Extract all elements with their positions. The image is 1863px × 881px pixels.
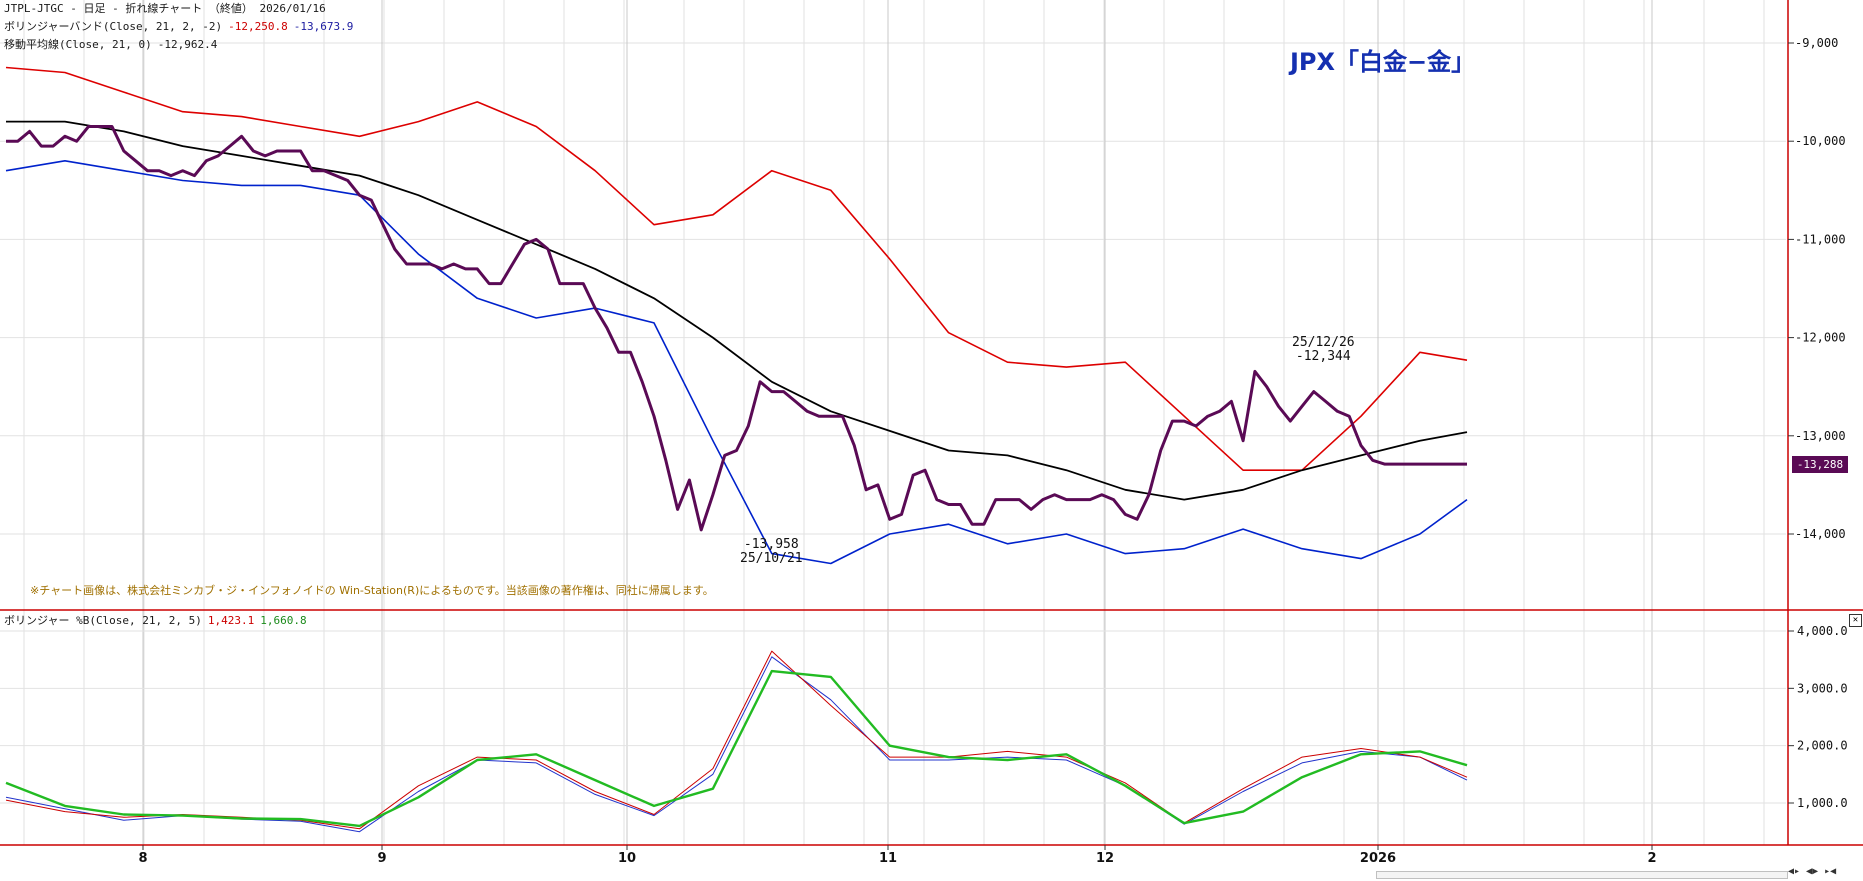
x-tick-label: 9 bbox=[377, 851, 386, 866]
y-tick-label: -11,000 bbox=[1795, 232, 1846, 246]
low-annotation: -13,958 25/10/21 bbox=[740, 538, 803, 566]
y-tick-label: 1,000.0 bbox=[1797, 796, 1848, 810]
header-line-3: 移動平均線(Close, 21, 0) -12,962.4 bbox=[4, 38, 223, 51]
y-tick-label: 4,000.0 bbox=[1797, 624, 1848, 638]
header-line-1: JTPL-JTGC - 日足 - 折れ線チャート （終値） 2026/01/16 bbox=[4, 2, 332, 15]
y-tick-label: 3,000.0 bbox=[1797, 681, 1848, 695]
sub-header: ボリンジャー %B(Close, 21, 2, 5) 1,423.1 1,660.8 bbox=[4, 614, 313, 627]
y-tick-label: 2,000.0 bbox=[1797, 739, 1848, 753]
zoom-controls[interactable]: ◀▸ ◀▶ ▸◀ bbox=[1788, 866, 1837, 877]
close-icon[interactable]: ✕ bbox=[1849, 614, 1862, 627]
y-tick-label: -9,000 bbox=[1795, 36, 1838, 50]
sub-series bbox=[5, 650, 1468, 833]
x-tick-label: 11 bbox=[879, 851, 897, 866]
header-line-2: ボリンジャーバンド(Close, 21, 2, -2) -12,250.8 -13,… bbox=[4, 20, 359, 33]
x-tick-label: 10 bbox=[618, 851, 636, 866]
main-series bbox=[5, 66, 1468, 565]
pctb-value-1: 1,423.1 bbox=[207, 614, 255, 627]
y-tick-label: -14,000 bbox=[1795, 527, 1846, 541]
moving_average-line bbox=[6, 120, 1468, 501]
pctb_slow-line bbox=[5, 669, 1468, 828]
pctb-value-2: 1,660.8 bbox=[260, 614, 307, 627]
bollinger-lower-value: -13,673.9 bbox=[293, 20, 354, 33]
bollinger-upper-value: -12,250.8 bbox=[228, 20, 288, 33]
chart-title: JPX「白金−金」 bbox=[1290, 48, 1476, 76]
high-annotation-date: 25/12/26 bbox=[1292, 335, 1355, 350]
x-tick-label: 2026 bbox=[1360, 851, 1396, 866]
price-line bbox=[6, 125, 1467, 532]
pctb-label: ボリンジャー %B(Close, 21, 2, 5) bbox=[4, 614, 202, 627]
copyright-notice: ※チャート画像は、株式会社ミンカブ・ジ・インフォノイドの Win-Station… bbox=[30, 584, 714, 597]
x-tick-label: 8 bbox=[138, 851, 147, 866]
last-value-tag: -13,288 bbox=[1792, 456, 1848, 474]
upper_band-line bbox=[5, 66, 1468, 472]
x-tick-label: 2 bbox=[1647, 851, 1656, 866]
y-tick-label: -13,000 bbox=[1795, 429, 1846, 443]
low-annotation-value: -13,958 bbox=[743, 537, 799, 552]
lower_band-line bbox=[5, 160, 1468, 565]
high-annotation: 25/12/26 -12,344 bbox=[1292, 336, 1355, 364]
y-tick-label: -10,000 bbox=[1795, 134, 1846, 148]
main-grid bbox=[0, 0, 1786, 845]
moving-average-label: 移動平均線(Close, 21, 0) bbox=[4, 38, 152, 51]
moving-average-value: -12,962.4 bbox=[157, 38, 218, 51]
high-annotation-value: -12,344 bbox=[1295, 349, 1351, 364]
sub-grid bbox=[0, 630, 1786, 804]
y-tick-label: -12,000 bbox=[1795, 331, 1846, 345]
x-tick-label: 12 bbox=[1096, 851, 1114, 866]
chart-header-title: JTPL-JTGC - 日足 - 折れ線チャート （終値） 2026/01/16 bbox=[4, 2, 326, 15]
bollinger-label: ボリンジャーバンド(Close, 21, 2, -2) bbox=[4, 20, 223, 33]
horizontal-scrollbar[interactable] bbox=[1376, 871, 1788, 879]
low-annotation-date: 25/10/21 bbox=[740, 551, 803, 566]
